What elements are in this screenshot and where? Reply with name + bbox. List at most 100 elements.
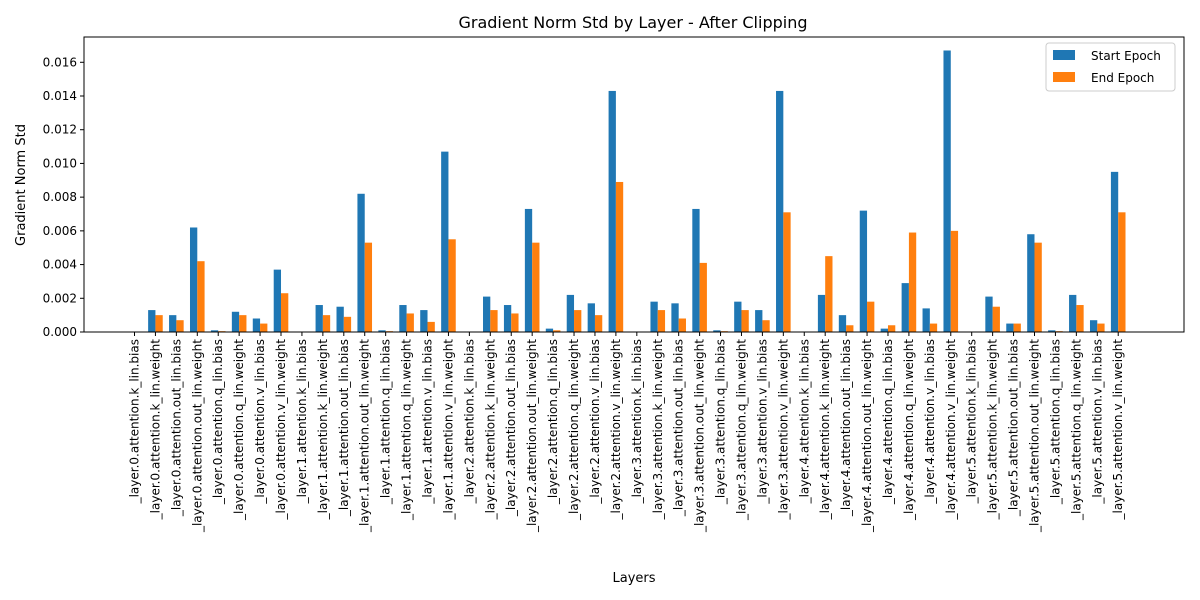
y-tick-label-4: 0.008 <box>43 190 77 204</box>
x-tick-label-33: _layer.4.attention.k_lin.weight <box>818 339 832 521</box>
bar-start-epoch-38 <box>922 308 930 332</box>
bar-start-epoch-44 <box>1048 330 1056 332</box>
bar-end-epoch-33 <box>825 256 833 332</box>
bar-end-epoch-46 <box>1097 323 1105 332</box>
bar-end-epoch-31 <box>783 212 791 332</box>
x-tick-label-16: _layer.2.attention.k_lin.bias <box>462 339 476 504</box>
x-tick-label-13: _layer.1.attention.q_lin.weight <box>400 339 414 521</box>
bar-start-epoch-13 <box>399 305 407 332</box>
x-tick-label-43: _layer.5.attention.out_lin.weight <box>1027 339 1041 533</box>
bar-end-epoch-26 <box>678 318 686 332</box>
x-tick-label-35: _layer.4.attention.out_lin.weight <box>860 339 874 533</box>
bar-start-epoch-4 <box>210 330 219 332</box>
bar-end-epoch-30 <box>762 320 770 332</box>
bar-end-epoch-39 <box>950 230 959 332</box>
x-tick-label-12: _layer.1.attention.q_lin.bias <box>379 339 393 505</box>
bar-end-epoch-34 <box>846 325 854 332</box>
bar-start-epoch-1 <box>148 310 156 332</box>
x-tick-label-42: _layer.5.attention.out_lin.bias <box>1007 339 1021 517</box>
bar-end-epoch-19 <box>532 242 540 332</box>
x-tick-label-1: _layer.0.attention.k_lin.weight <box>148 339 162 521</box>
bar-end-epoch-20 <box>553 330 561 332</box>
bar-end-epoch-47 <box>1118 212 1126 332</box>
x-tick-label-0: _layer.0.attention.k_lin.bias <box>128 339 142 504</box>
x-tick-label-45: _layer.5.attention.q_lin.weight <box>1069 339 1083 521</box>
x-tick-label-34: _layer.4.attention.out_lin.bias <box>839 339 853 517</box>
bar-end-epoch-36 <box>887 325 896 332</box>
y-axis-label: Gradient Norm Std <box>14 124 29 246</box>
x-tick-label-44: _layer.5.attention.q_lin.bias <box>1048 339 1062 505</box>
x-tick-label-20: _layer.2.attention.q_lin.bias <box>546 339 560 505</box>
legend-label-end-epoch: End Epoch <box>1091 71 1154 85</box>
x-tick-label-46: _layer.5.attention.v_lin.bias <box>1090 339 1104 505</box>
bar-start-epoch-7 <box>273 269 282 332</box>
bar-start-epoch-37 <box>901 283 909 332</box>
x-tick-label-10: _layer.1.attention.out_lin.bias <box>337 339 351 517</box>
bar-start-epoch-3 <box>189 227 198 332</box>
x-tick-label-23: _layer.2.attention.v_lin.weight <box>609 339 623 521</box>
x-tick-label-47: _layer.5.attention.v_lin.weight <box>1111 339 1125 521</box>
y-tick-label-6: 0.012 <box>43 123 77 137</box>
x-tick-label-29: _layer.3.attention.q_lin.weight <box>734 339 748 521</box>
y-tick-label-8: 0.016 <box>43 55 77 69</box>
bar-start-epoch-21 <box>566 294 575 332</box>
bar-end-epoch-14 <box>427 321 435 332</box>
bar-end-epoch-5 <box>239 315 247 332</box>
bar-end-epoch-17 <box>490 310 498 332</box>
bar-end-epoch-18 <box>511 313 519 332</box>
x-tick-label-15: _layer.1.attention.v_lin.weight <box>441 339 455 521</box>
bar-end-epoch-35 <box>867 301 875 332</box>
bar-start-epoch-35 <box>859 210 868 332</box>
bar-end-epoch-11 <box>364 242 373 332</box>
bar-start-epoch-31 <box>776 90 784 332</box>
bar-end-epoch-37 <box>908 232 917 332</box>
bars-group <box>148 50 1126 333</box>
x-tick-label-36: _layer.4.attention.q_lin.bias <box>881 339 895 505</box>
bar-start-epoch-12 <box>378 330 386 332</box>
x-tick-label-30: _layer.3.attention.v_lin.bias <box>755 339 769 505</box>
bar-end-epoch-22 <box>594 315 603 332</box>
bar-end-epoch-38 <box>929 323 938 332</box>
x-tick-label-5: _layer.0.attention.q_lin.weight <box>232 339 246 521</box>
x-tick-label-21: _layer.2.attention.q_lin.weight <box>567 339 581 521</box>
x-tick-label-31: _layer.3.attention.v_lin.weight <box>776 339 790 521</box>
bar-end-epoch-10 <box>343 316 352 332</box>
bar-end-epoch-7 <box>281 293 289 332</box>
legend-label-start-epoch: Start Epoch <box>1091 49 1161 63</box>
x-tick-label-39: _layer.4.attention.v_lin.weight <box>944 339 958 521</box>
bar-start-epoch-9 <box>315 305 323 332</box>
bar-end-epoch-45 <box>1076 305 1084 332</box>
bar-start-epoch-39 <box>943 50 951 333</box>
bar-start-epoch-28 <box>713 330 721 332</box>
x-tick-label-7: _layer.0.attention.v_lin.weight <box>274 339 288 521</box>
legend-box <box>1045 42 1176 92</box>
bar-start-epoch-5 <box>231 311 240 332</box>
bar-start-epoch-26 <box>671 303 679 332</box>
y-axis: 0.000 0.002 0.004 0.006 0.008 0.010 0.012 0.014… <box>43 55 84 339</box>
x-tick-label-2: _layer.0.attention.out_lin.bias <box>169 339 183 517</box>
x-tick-label-38: _layer.4.attention.v_lin.bias <box>923 339 937 505</box>
bar-start-epoch-2 <box>169 315 177 332</box>
bar-end-epoch-3 <box>197 261 205 332</box>
y-tick-label-1: 0.002 <box>43 291 77 305</box>
bar-end-epoch-21 <box>574 310 582 332</box>
bar-start-epoch-33 <box>817 294 826 332</box>
bar-start-epoch-27 <box>692 208 700 332</box>
bar-end-epoch-41 <box>992 306 1000 332</box>
x-tick-label-8: _layer.1.attention.k_lin.bias <box>295 339 309 504</box>
bar-end-epoch-42 <box>1013 323 1021 332</box>
bar-start-epoch-6 <box>252 318 261 332</box>
bar-start-epoch-43 <box>1027 234 1035 332</box>
x-tick-label-27: _layer.3.attention.out_lin.weight <box>693 339 707 533</box>
x-tick-label-32: _layer.4.attention.k_lin.bias <box>797 339 811 504</box>
bar-start-epoch-45 <box>1069 294 1077 332</box>
bar-start-epoch-34 <box>838 315 847 332</box>
legend: Start Epoch End Epoch <box>1045 42 1176 92</box>
x-tick-label-41: _layer.5.attention.k_lin.weight <box>986 339 1000 521</box>
x-axis-label: Layers <box>612 571 655 586</box>
bar-start-epoch-29 <box>734 301 742 332</box>
bar-start-epoch-11 <box>357 193 365 332</box>
x-tick-label-37: _layer.4.attention.q_lin.weight <box>902 339 916 521</box>
x-tick-label-9: _layer.1.attention.k_lin.weight <box>316 339 330 521</box>
